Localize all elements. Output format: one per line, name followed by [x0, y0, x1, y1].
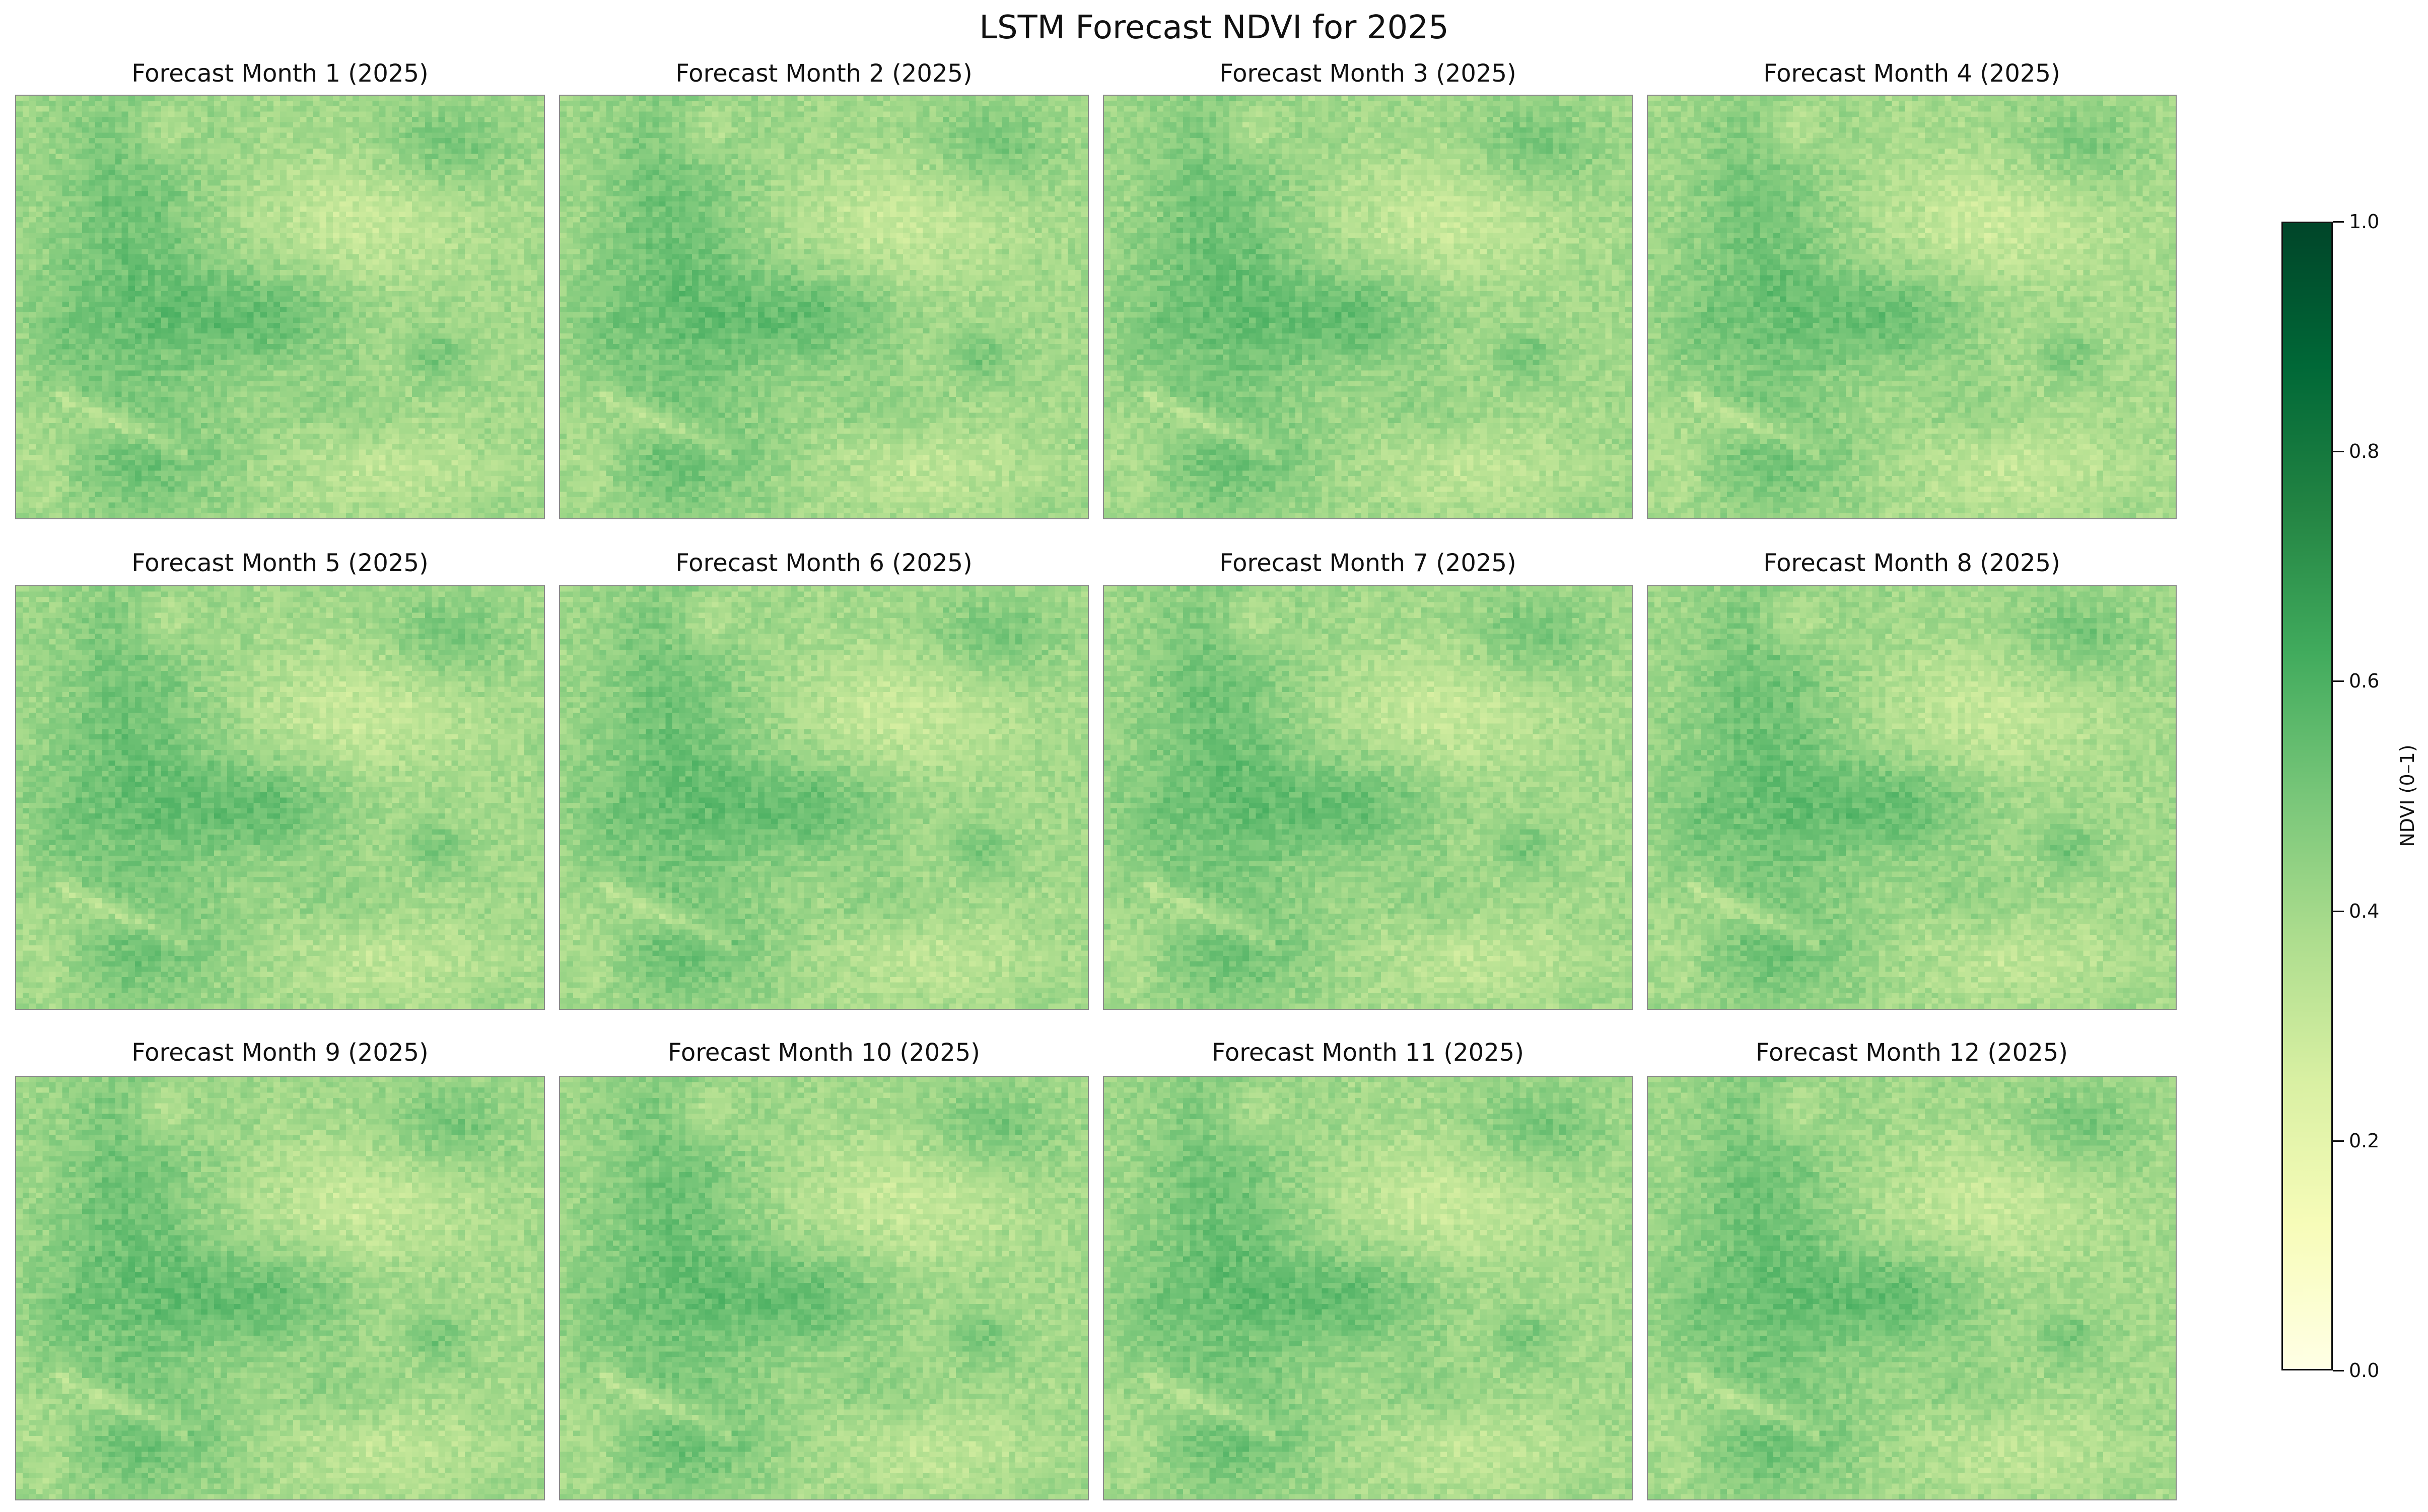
colorbar-tick-label: 0.0	[2349, 1361, 2379, 1380]
ndvi-map-month-10	[559, 1076, 1089, 1500]
colorbar-tick	[2333, 451, 2344, 452]
panel-title: Forecast Month 12 (2025)	[1647, 1039, 2177, 1067]
colorbar	[2281, 222, 2333, 1370]
colorbar-tick	[2333, 1370, 2344, 1371]
ndvi-map-month-12	[1647, 1076, 2177, 1500]
ndvi-map-month-3	[1103, 95, 1633, 519]
panel-title: Forecast Month 7 (2025)	[1103, 549, 1633, 577]
ndvi-map-month-2	[559, 95, 1089, 519]
panel-title: Forecast Month 3 (2025)	[1103, 59, 1633, 88]
panel-title: Forecast Month 5 (2025)	[15, 549, 545, 577]
ndvi-map-month-9	[15, 1076, 545, 1500]
panel-title: Forecast Month 4 (2025)	[1647, 59, 2177, 88]
panel-title: Forecast Month 11 (2025)	[1103, 1039, 1633, 1067]
ndvi-map-month-6	[559, 585, 1089, 1010]
panel-title: Forecast Month 2 (2025)	[559, 59, 1089, 88]
panel-title: Forecast Month 10 (2025)	[559, 1039, 1089, 1067]
colorbar-tick	[2333, 911, 2344, 912]
ndvi-map-month-8	[1647, 585, 2177, 1010]
colorbar-tick-label: 0.2	[2349, 1131, 2379, 1150]
colorbar-tick-label: 0.6	[2349, 671, 2379, 691]
ndvi-map-month-1	[15, 95, 545, 519]
colorbar-label: NDVI (0–1)	[2396, 744, 2418, 847]
colorbar-tick-label: 1.0	[2349, 212, 2379, 231]
ndvi-map-month-11	[1103, 1076, 1633, 1500]
colorbar-tick	[2333, 221, 2344, 223]
figure-title: LSTM Forecast NDVI for 2025	[0, 9, 2428, 46]
panel-title: Forecast Month 9 (2025)	[15, 1039, 545, 1067]
panel-title: Forecast Month 1 (2025)	[15, 59, 545, 88]
panel-title: Forecast Month 8 (2025)	[1647, 549, 2177, 577]
colorbar-tick-label: 0.8	[2349, 442, 2379, 461]
colorbar-tick-label: 0.4	[2349, 902, 2379, 921]
ndvi-map-month-5	[15, 585, 545, 1010]
colorbar-tick	[2333, 1140, 2344, 1142]
ndvi-map-month-4	[1647, 95, 2177, 519]
colorbar-tick	[2333, 680, 2344, 682]
panel-title: Forecast Month 6 (2025)	[559, 549, 1089, 577]
ndvi-map-month-7	[1103, 585, 1633, 1010]
